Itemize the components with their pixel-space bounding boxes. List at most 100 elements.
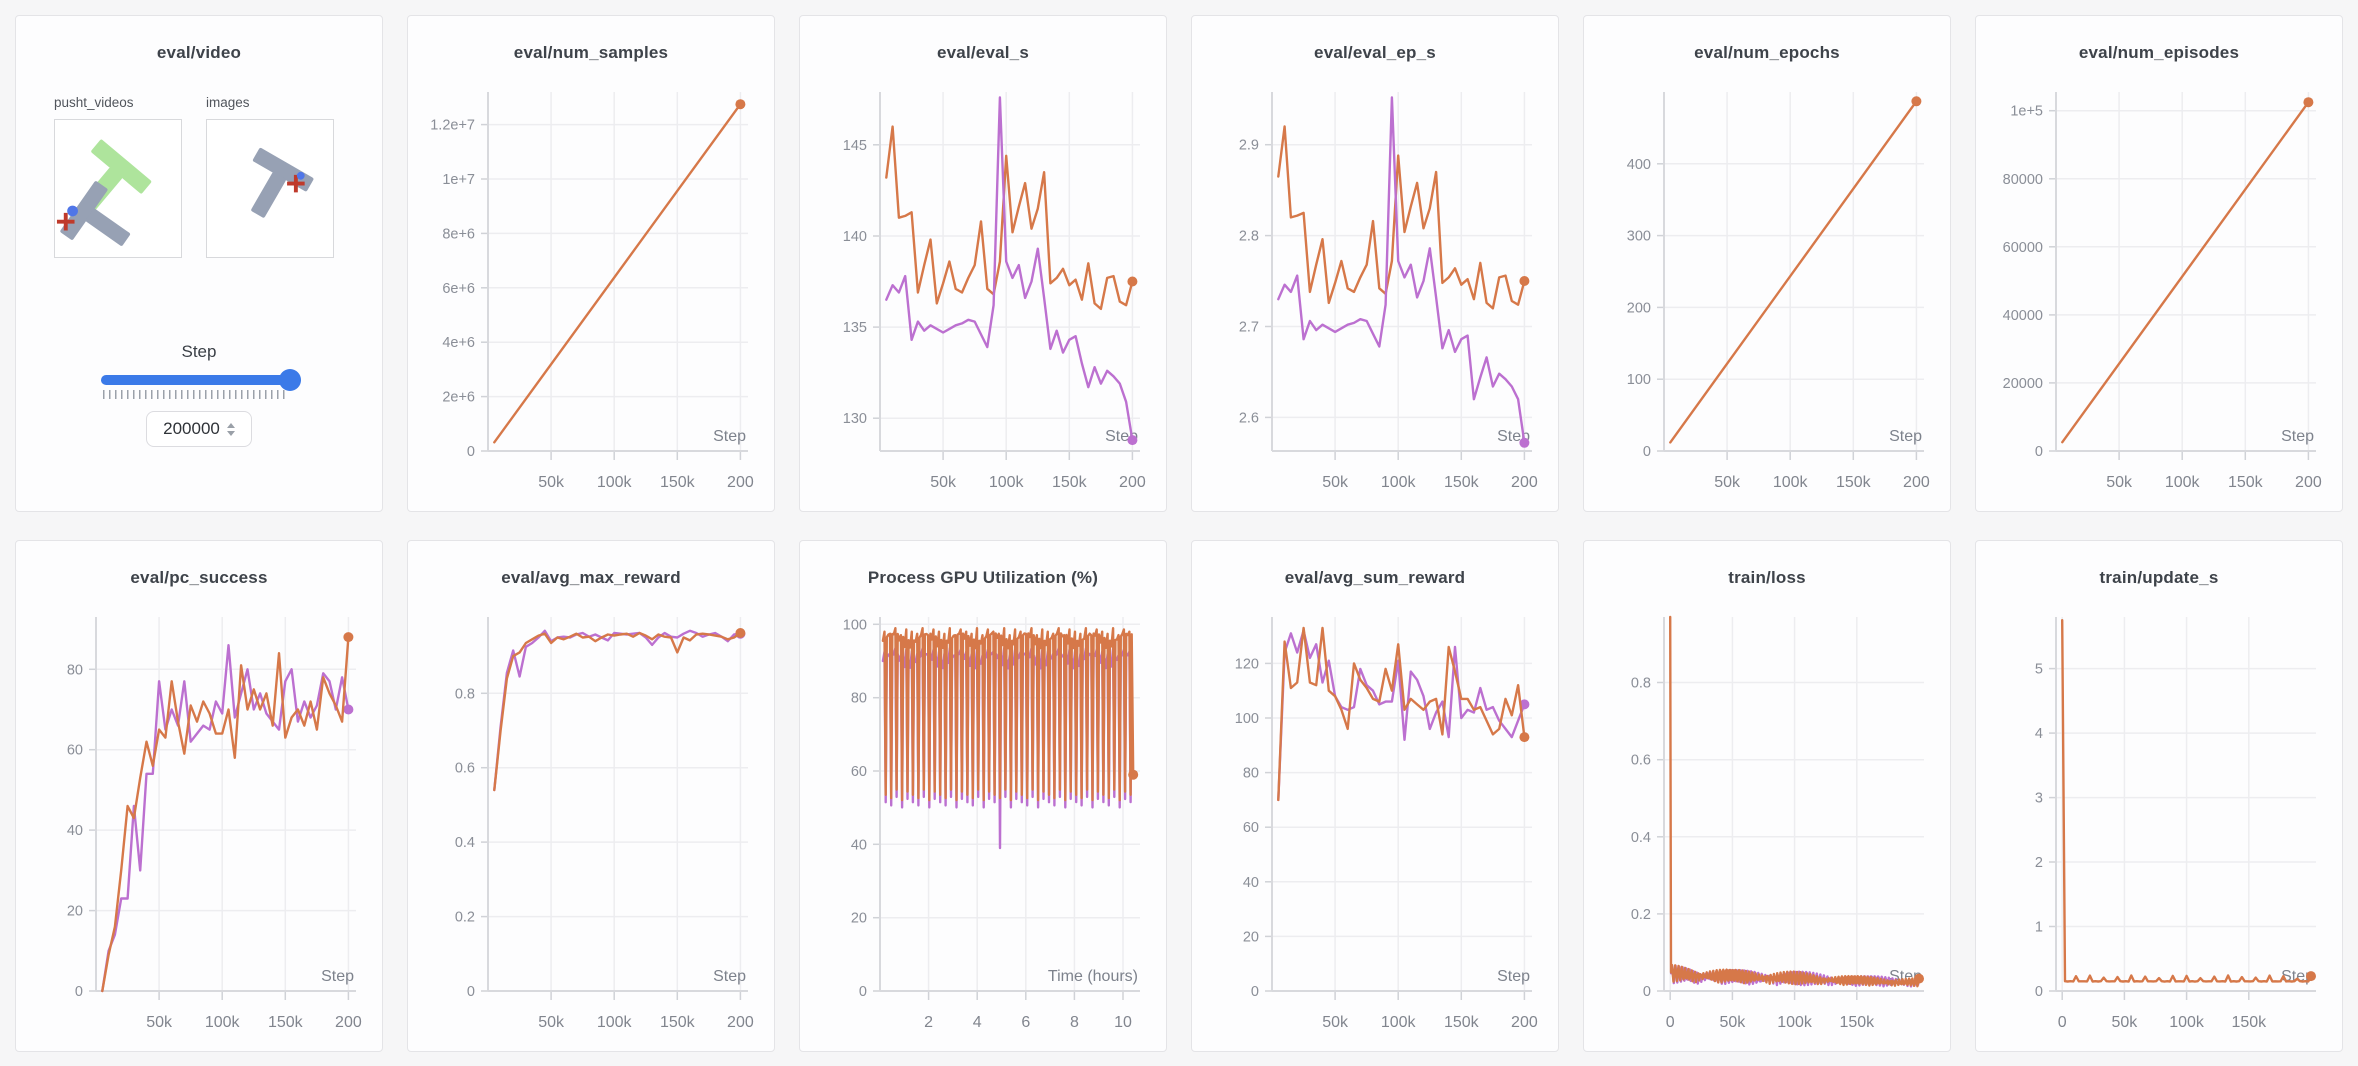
svg-text:2: 2: [924, 1014, 933, 1031]
svg-text:Step: Step: [1497, 968, 1530, 985]
svg-text:50k: 50k: [1322, 1014, 1349, 1031]
svg-text:100k: 100k: [1381, 474, 1417, 491]
panel-title: eval/avg_max_reward: [501, 568, 681, 587]
svg-text:1: 1: [2035, 920, 2043, 936]
svg-text:150k: 150k: [660, 474, 696, 491]
panel-title: eval/eval_ep_s: [1314, 43, 1436, 62]
chart-panel-train-loss[interactable]: train/loss 0 0.2 0.4 0.6 0.8 0 50k 100k 150k Step: [1583, 540, 1951, 1052]
video-player-pusht-videos[interactable]: [54, 119, 182, 258]
chart-canvas: 0 2e+6 4e+6 6e+6 8e+6 1e+7 1.2e+7 50k 100k 150k 20…: [422, 82, 760, 501]
chart-panel-eval-s[interactable]: eval/eval_s 130 135 140 145 50k 100k 150k 200 St…: [799, 15, 1167, 512]
panel-title: eval/avg_sum_reward: [1284, 568, 1466, 587]
svg-text:0: 0: [2035, 444, 2043, 460]
svg-text:60: 60: [1243, 820, 1259, 836]
svg-text:80: 80: [67, 662, 83, 678]
spinner-up-icon[interactable]: [226, 422, 235, 428]
svg-text:200: 200: [1511, 1014, 1538, 1031]
svg-text:Step: Step: [713, 968, 746, 985]
svg-text:6: 6: [1021, 1014, 1030, 1031]
chart-canvas: 0 0.2 0.4 0.6 0.8 50k 100k 150k 200 Step: [422, 607, 760, 1041]
svg-text:20: 20: [851, 911, 867, 927]
svg-text:0: 0: [859, 984, 867, 1000]
chart-canvas: 0 20 40 60 80 100 120 50k 100k 150k 200 Step: [1206, 607, 1544, 1041]
svg-text:0.2: 0.2: [455, 910, 475, 926]
svg-text:0.8: 0.8: [1631, 676, 1651, 692]
svg-text:100: 100: [1235, 711, 1259, 727]
svg-text:0.6: 0.6: [1631, 753, 1651, 769]
step-slider[interactable]: [101, 369, 301, 399]
svg-text:0: 0: [2058, 1014, 2067, 1031]
svg-text:0: 0: [467, 984, 475, 1000]
chart-panel-pc-success[interactable]: eval/pc_success 0 20 40 60 80 50k 100k 150k 200 S…: [15, 540, 383, 1052]
svg-text:150k: 150k: [1444, 474, 1480, 491]
svg-text:50k: 50k: [2106, 474, 2133, 491]
svg-text:130: 130: [843, 411, 867, 427]
spinner-down-icon[interactable]: [226, 430, 235, 436]
chart-panel-eval-ep-s[interactable]: eval/eval_ep_s 2.6 2.7 2.8 2.9 50k 100k 150k 20…: [1191, 15, 1559, 512]
svg-text:150k: 150k: [2231, 1014, 2267, 1031]
slider-track[interactable]: [101, 369, 301, 391]
chart-panel-train-update-s[interactable]: train/update_s 0 1 2 3 4 5 0 50k 100k 150k Step: [1975, 540, 2343, 1052]
chart-panel-gpu-utilization[interactable]: Process GPU Utilization (%) 0 20 40 60 80 100…: [799, 540, 1167, 1052]
chart-panel-num-epochs[interactable]: eval/num_epochs 0 100 200 300 400 50k 100k 150k…: [1583, 15, 1951, 512]
svg-text:80: 80: [1243, 766, 1259, 782]
svg-text:100: 100: [843, 617, 867, 633]
svg-text:3: 3: [2035, 791, 2043, 807]
svg-text:100k: 100k: [1773, 474, 1809, 491]
panel-title: eval/pc_success: [130, 568, 268, 587]
svg-text:40: 40: [1243, 875, 1259, 891]
svg-text:150k: 150k: [2228, 474, 2264, 491]
svg-text:Step: Step: [713, 428, 746, 445]
svg-text:5: 5: [2035, 662, 2043, 678]
panel-title: eval/num_epochs: [1694, 43, 1840, 62]
slider-tick-marks: [103, 390, 285, 399]
svg-text:0.2: 0.2: [1631, 907, 1651, 923]
media-label: pusht_videos: [54, 95, 134, 110]
slider-thumb[interactable]: [279, 369, 301, 391]
svg-text:150k: 150k: [1836, 474, 1872, 491]
svg-text:200: 200: [727, 1014, 754, 1031]
svg-text:200: 200: [1627, 300, 1651, 316]
svg-text:150k: 150k: [1444, 1014, 1480, 1031]
svg-text:100k: 100k: [1381, 1014, 1417, 1031]
svg-text:200: 200: [727, 474, 754, 491]
svg-text:100k: 100k: [989, 474, 1025, 491]
svg-text:0: 0: [1251, 984, 1259, 1000]
goal-cross-icon: [287, 174, 305, 193]
svg-text:50k: 50k: [146, 1014, 173, 1031]
svg-text:80000: 80000: [2003, 172, 2043, 188]
panel-eval-video: eval/video pusht_videos: [15, 15, 383, 512]
media-thumbnails: pusht_videos: [16, 95, 382, 258]
svg-text:100k: 100k: [1777, 1014, 1813, 1031]
svg-text:0: 0: [1643, 984, 1651, 1000]
svg-text:150k: 150k: [1052, 474, 1088, 491]
svg-text:0.8: 0.8: [455, 686, 475, 702]
image-viewer-images[interactable]: [206, 119, 334, 258]
chart-panel-avg-max-reward[interactable]: eval/avg_max_reward 0 0.2 0.4 0.6 0.8 50k 100k…: [407, 540, 775, 1052]
chart-canvas: 0 100 200 300 400 50k 100k 150k 200 Step: [1598, 82, 1936, 501]
svg-text:40: 40: [851, 837, 867, 853]
svg-text:145: 145: [843, 138, 867, 154]
svg-text:200: 200: [1119, 474, 1146, 491]
step-input-spinner[interactable]: [226, 422, 235, 436]
svg-text:2.7: 2.7: [1239, 320, 1259, 336]
panel-title: eval/video: [156, 43, 242, 62]
step-input-value[interactable]: 200000: [163, 419, 220, 438]
chart-panel-num-episodes[interactable]: eval/num_episodes 0 20000 40000 60000 80000 1…: [1975, 15, 2343, 512]
chart-canvas: 0 0.2 0.4 0.6 0.8 0 50k 100k 150k Step: [1598, 607, 1936, 1041]
pusht-env-render: [251, 147, 314, 218]
chart-panel-avg-sum-reward[interactable]: eval/avg_sum_reward 0 20 40 60 80 100 120 50k 10…: [1191, 540, 1559, 1052]
svg-text:60: 60: [67, 743, 83, 759]
svg-text:Step: Step: [1889, 428, 1922, 445]
chart-panel-num-samples[interactable]: eval/num_samples 0 2e+6 4e+6 6e+6 8e+6 1e+7 1.…: [407, 15, 775, 512]
svg-text:50k: 50k: [1714, 474, 1741, 491]
svg-text:20: 20: [67, 904, 83, 920]
svg-text:100k: 100k: [597, 1014, 633, 1031]
svg-text:200: 200: [2295, 474, 2322, 491]
svg-text:2.8: 2.8: [1239, 229, 1259, 245]
panel-title: eval/eval_s: [936, 43, 1029, 62]
panel-title: eval/num_samples: [513, 43, 669, 62]
svg-text:1.2e+7: 1.2e+7: [430, 118, 475, 134]
svg-text:150k: 150k: [660, 1014, 696, 1031]
step-input[interactable]: 200000: [146, 411, 252, 447]
